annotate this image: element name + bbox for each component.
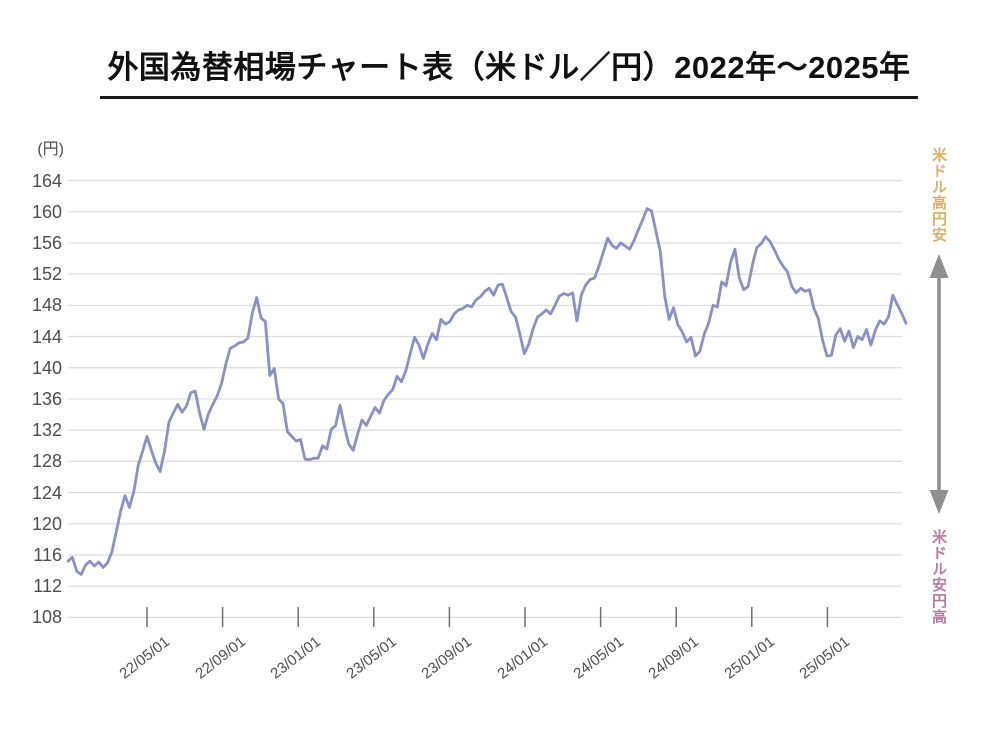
page-title-text: 外国為替相場チャート表（米ドル／円）2022年～2025年 xyxy=(107,50,911,85)
y-axis-unit-label: (円) xyxy=(37,141,64,158)
y-axis-label: 164 xyxy=(31,170,62,191)
up-down-arrow-icon xyxy=(929,254,949,514)
y-axis-label: 124 xyxy=(31,482,62,503)
y-axis-label: 160 xyxy=(31,201,62,222)
page-title: 外国為替相場チャート表（米ドル／円）2022年～2025年 xyxy=(100,42,918,99)
y-axis-label: 128 xyxy=(31,451,62,472)
y-axis-label: 152 xyxy=(31,264,62,285)
y-axis-label: 112 xyxy=(33,576,62,597)
y-axis-label: 132 xyxy=(31,420,62,441)
y-axis-label: 116 xyxy=(33,544,62,565)
price-line xyxy=(66,207,908,576)
y-axis-label: 148 xyxy=(31,295,62,316)
y-axis-label: 144 xyxy=(31,326,62,347)
y-axis-label: 140 xyxy=(31,357,62,378)
y-axis-label: 120 xyxy=(31,513,62,534)
y-axis-label: 136 xyxy=(31,388,62,409)
y-axis-label: 156 xyxy=(31,232,62,253)
annotation-dollar-high-yen-weak: 米ドル高円安 xyxy=(930,147,947,243)
annotation-dollar-weak-yen-high: 米ドル安円高 xyxy=(930,529,947,625)
y-axis-label: 108 xyxy=(31,607,62,628)
